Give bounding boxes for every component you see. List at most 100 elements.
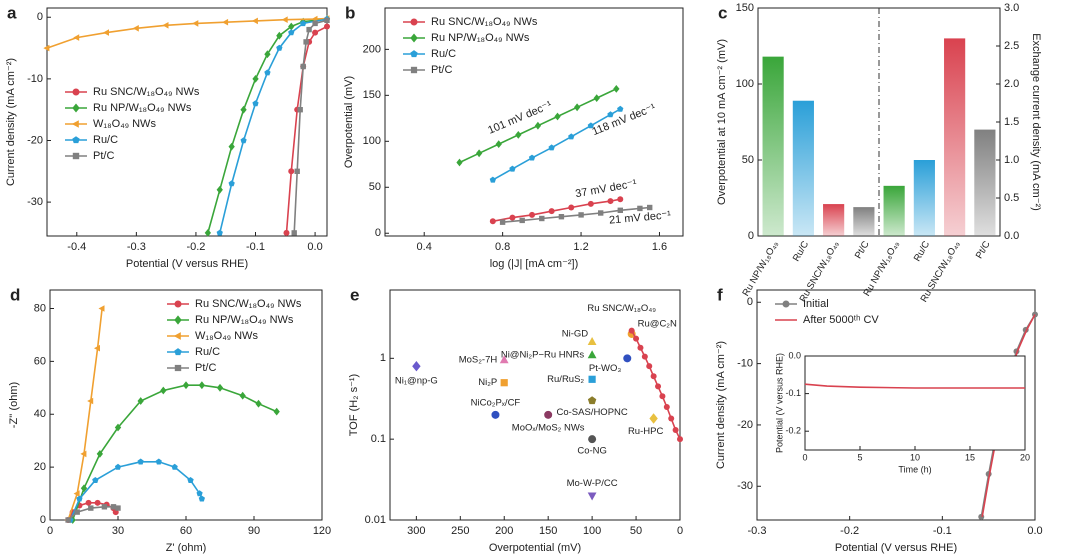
marker	[607, 111, 614, 118]
legend-label: After 5000ᵗʰ CV	[803, 314, 879, 326]
marker	[617, 196, 624, 203]
marker	[239, 391, 246, 400]
legend-marker	[174, 348, 182, 356]
marker	[94, 344, 100, 352]
marker	[306, 26, 312, 33]
legend-label: Ru/C	[431, 48, 456, 60]
legend-label: Pt/C	[431, 64, 452, 76]
legend-label: Ru NP/W₁₈O₄₉ NWs	[431, 32, 530, 44]
marker	[110, 504, 117, 510]
y-tick-label: 50	[369, 181, 381, 193]
marker	[204, 229, 211, 237]
y-tick-label: 80	[34, 302, 46, 314]
category-label: Ru NP/W₁₈O₄₉	[740, 239, 781, 298]
point-label: MoS₂-7H	[459, 355, 498, 366]
marker	[588, 435, 597, 444]
marker	[240, 137, 247, 144]
marker	[98, 305, 105, 312]
marker	[628, 327, 635, 334]
series-line	[67, 308, 103, 521]
x-axis-title: Z' (ohm)	[166, 542, 207, 554]
series-line	[804, 383, 1025, 389]
legend-marker	[71, 120, 79, 128]
marker	[80, 450, 87, 458]
legend-label: Ru SNC/W₁₈O₄₉ NWs	[93, 86, 200, 98]
x-tick-label: 0	[677, 525, 683, 537]
marker	[668, 415, 675, 422]
marker	[534, 121, 542, 130]
marker	[456, 158, 463, 167]
marker	[240, 105, 247, 114]
legend-marker	[174, 315, 182, 325]
x-axis-title: Time (h)	[898, 464, 931, 474]
marker	[587, 122, 594, 129]
marker	[637, 205, 643, 212]
plot-frame	[389, 289, 681, 521]
legend-marker	[174, 364, 182, 372]
marker	[294, 168, 300, 174]
marker	[633, 335, 640, 342]
marker	[43, 44, 50, 52]
legend-label: Pt/C	[195, 362, 216, 374]
bar	[792, 100, 814, 236]
point-label: MoOₓ/MoS₂ NWs	[512, 422, 585, 433]
x-tick-label: 30	[112, 525, 124, 537]
y2-tick-label: 2.0	[1004, 78, 1019, 90]
bar	[762, 56, 784, 236]
x-tick-label: 250	[451, 525, 469, 537]
plot-frame	[756, 289, 1036, 521]
marker	[291, 230, 297, 236]
y-tick-label: 100	[736, 78, 754, 90]
y-tick-label: 0	[747, 296, 753, 308]
x-tick-label: -0.3	[127, 241, 146, 253]
marker	[281, 16, 288, 23]
legend-label: Ru SNC/W₁₈O₄₉ NWs	[195, 298, 302, 310]
category-label: Ru/C	[912, 239, 932, 263]
marker	[87, 397, 94, 405]
bar	[913, 160, 935, 236]
marker	[598, 210, 604, 216]
y-tick-label: -10	[737, 358, 753, 370]
marker	[677, 436, 683, 443]
marker	[412, 361, 421, 372]
legend-marker	[410, 33, 418, 43]
marker	[198, 381, 205, 390]
marker	[637, 344, 644, 351]
marker	[672, 426, 679, 433]
x-tick-label: 20	[1020, 452, 1030, 462]
marker	[73, 490, 80, 497]
x-axis-title: Potential (V versus RHE)	[126, 258, 248, 270]
plot-frame	[46, 7, 328, 237]
y-tick-label: 150	[363, 89, 381, 101]
y-tick-label: 0.0	[788, 350, 801, 360]
panel-label: c	[718, 3, 727, 22]
y-tick-label: 50	[742, 154, 754, 166]
marker	[222, 18, 229, 26]
series-line	[492, 198, 621, 223]
annotation: 37 mV dec⁻¹	[574, 178, 638, 201]
y2-tick-label: 3.0	[1004, 2, 1019, 14]
legend-label: Ru NP/W₁₈O₄₉ NWs	[195, 314, 294, 326]
legend-label: Ru/C	[195, 346, 220, 358]
y2-tick-label: 2.5	[1004, 40, 1019, 52]
x-tick-label: 100	[583, 525, 601, 537]
category-label: Ru/C	[791, 239, 811, 263]
marker	[196, 490, 203, 497]
y-tick-label: 1	[380, 352, 386, 364]
legend-label: W₁₈O₄₉ NWs	[195, 330, 258, 342]
inset-background	[805, 356, 1025, 450]
marker	[276, 31, 283, 40]
x-tick-label: 120	[313, 525, 331, 537]
series-line	[207, 18, 328, 234]
panel-label: f	[717, 285, 723, 304]
x-tick-label: -0.1	[246, 241, 265, 253]
marker	[491, 410, 500, 419]
y-tick-label: -20	[737, 419, 753, 431]
x-tick-label: 90	[248, 525, 260, 537]
marker	[251, 17, 258, 25]
legend-marker	[72, 103, 80, 113]
marker	[303, 39, 309, 45]
marker	[297, 107, 303, 113]
panel-label: e	[350, 285, 359, 304]
marker	[558, 214, 565, 220]
